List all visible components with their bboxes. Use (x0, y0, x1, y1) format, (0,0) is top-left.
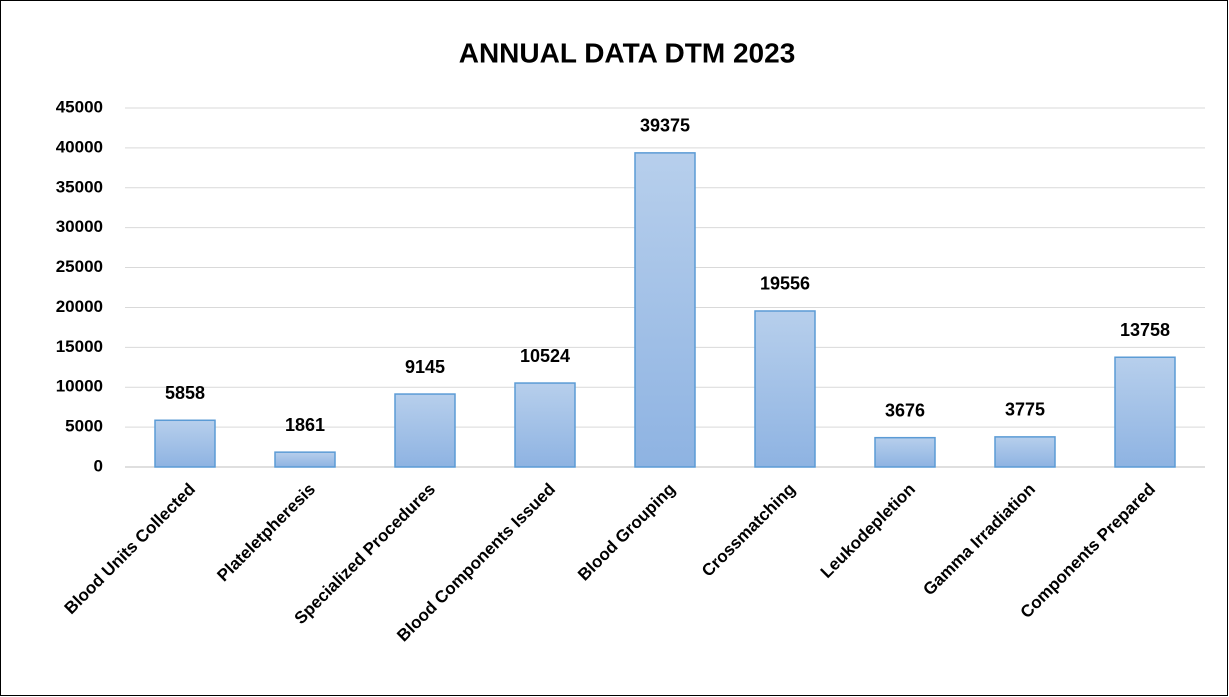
data-label: 1861 (285, 415, 325, 435)
chart-title: ANNUAL DATA DTM 2023 (459, 37, 796, 68)
bar (994, 436, 1056, 468)
bar (514, 382, 576, 468)
data-label: 10524 (520, 346, 570, 366)
data-label: 13758 (1120, 320, 1170, 340)
y-tick-label: 40000 (56, 137, 103, 156)
bar (154, 419, 216, 468)
data-label: 9145 (405, 357, 445, 377)
bar (394, 393, 456, 468)
data-label: 5858 (165, 383, 205, 403)
bar (1114, 356, 1176, 468)
bar (754, 310, 816, 468)
bar (634, 152, 696, 468)
data-label: 3775 (1005, 400, 1045, 420)
y-tick-label: 0 (94, 456, 103, 475)
y-tick-label: 20000 (56, 297, 103, 316)
y-tick-label: 25000 (56, 257, 103, 276)
data-label: 19556 (760, 274, 810, 294)
bar (874, 436, 936, 468)
y-tick-label: 5000 (65, 417, 103, 436)
bar (274, 451, 336, 468)
y-tick-label: 35000 (56, 177, 103, 196)
y-tick-label: 10000 (56, 377, 103, 396)
data-label: 3676 (885, 400, 925, 420)
data-label: 39375 (640, 116, 690, 136)
y-tick-label: 30000 (56, 217, 103, 236)
y-tick-label: 15000 (56, 337, 103, 356)
y-tick-label: 45000 (56, 97, 103, 116)
